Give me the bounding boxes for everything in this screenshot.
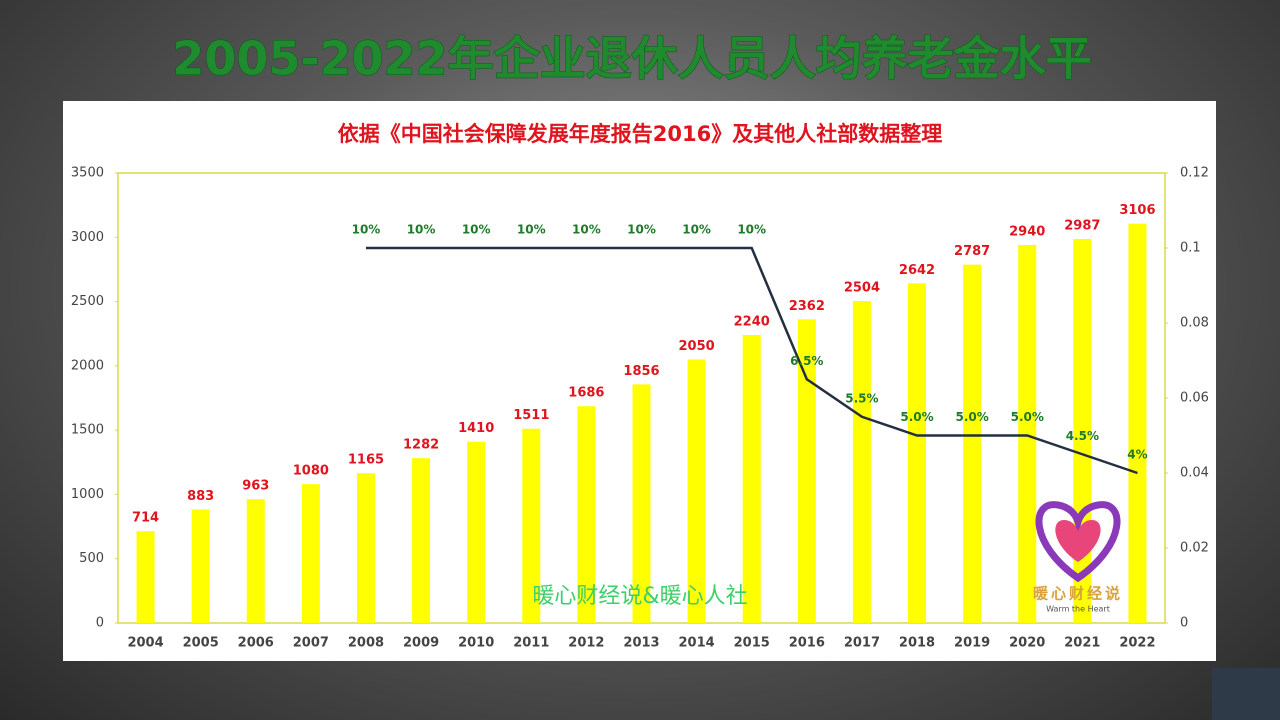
line-value-label: 10% [517, 223, 546, 237]
logo: 暖心财经说 Warm the Heart [1033, 501, 1123, 614]
line-value-label: 10% [352, 223, 381, 237]
bar [687, 359, 706, 623]
x-tick-label: 2006 [238, 636, 274, 651]
line-value-label: 10% [737, 223, 766, 237]
bar-value-label: 883 [187, 489, 214, 504]
bar [191, 509, 210, 623]
x-tick-label: 2004 [127, 636, 163, 651]
line [365, 246, 1138, 475]
chart-subtitle: 依据《中国社会保障发展年度报告2016》及其他人社部数据整理 [338, 122, 942, 146]
bar-value-label: 1410 [458, 421, 494, 436]
bar [742, 335, 761, 623]
x-tick-label: 2020 [1009, 636, 1045, 651]
bar [908, 283, 927, 623]
bar [246, 499, 265, 623]
y2-tick-label: 0.02 [1180, 541, 1209, 556]
bar-value-label: 714 [132, 511, 159, 526]
bar-value-label: 2050 [679, 339, 715, 354]
line-value-label: 10% [407, 223, 436, 237]
x-tick-label: 2016 [789, 636, 825, 651]
bar-value-label: 1282 [403, 438, 439, 453]
x-tick-label: 2011 [513, 636, 549, 651]
y-tick-label: 500 [79, 551, 104, 566]
bar-value-label: 1856 [623, 364, 659, 379]
y-tick-label: 1000 [71, 487, 104, 502]
y-tick-label: 3500 [71, 166, 104, 181]
bar [632, 384, 651, 623]
bar [301, 484, 320, 623]
x-tick-label: 2010 [458, 636, 494, 651]
x-tick-label: 2005 [183, 636, 219, 651]
bar-value-label: 1511 [513, 408, 549, 423]
y2-tick-label: 0.1 [1180, 241, 1201, 256]
bar-value-label: 1080 [293, 464, 329, 479]
line-value-label: 10% [682, 223, 711, 237]
logo-heart [1055, 520, 1101, 562]
watermark: 暖心财经说&暖心人社 [532, 584, 747, 609]
x-tick-label: 2013 [623, 636, 659, 651]
bar-value-label: 963 [242, 479, 269, 494]
y2-tick-label: 0 [1180, 616, 1188, 631]
bar-value-label: 2362 [789, 299, 825, 314]
line-value-label: 4% [1127, 448, 1147, 462]
line-value-label: 5.0% [955, 410, 988, 424]
x-tick-label: 2008 [348, 636, 384, 651]
bar [136, 531, 155, 623]
bar-value-label: 2240 [734, 315, 770, 330]
bar-value-label: 2787 [954, 244, 990, 259]
y2-tick-label: 0.04 [1180, 466, 1209, 481]
line-value-label: 4.5% [1066, 429, 1099, 443]
y-tick-label: 3000 [71, 230, 104, 245]
bar-value-label: 1165 [348, 453, 384, 468]
line-value-label: 6.5% [790, 354, 823, 368]
bar-value-label: 2504 [844, 281, 880, 296]
bar [412, 458, 431, 623]
bar-value-label: 2940 [1009, 225, 1045, 240]
bar [1128, 223, 1147, 623]
y2-tick-label: 0.08 [1180, 316, 1209, 331]
bar [852, 301, 871, 623]
bar [356, 473, 375, 623]
line-value-label: 5.5% [845, 391, 878, 405]
logo-subtext: Warm the Heart [1046, 605, 1110, 614]
x-tick-label: 2022 [1119, 636, 1155, 651]
bar [1018, 245, 1037, 623]
bar [797, 319, 816, 623]
page-title: 2005-2022年企业退休人员人均养老金水平 [172, 32, 1091, 86]
bar [963, 264, 982, 623]
x-tick-label: 2021 [1064, 636, 1100, 651]
bar-value-label: 3106 [1119, 203, 1155, 218]
line-value-label: 5.0% [900, 410, 933, 424]
y-tick-label: 0 [96, 616, 104, 631]
bar-value-label: 2642 [899, 263, 935, 278]
x-tick-label: 2012 [568, 636, 604, 651]
bar-value-label: 2987 [1064, 218, 1100, 233]
y2-tick-label: 0.12 [1180, 166, 1209, 181]
x-tick-label: 2014 [679, 636, 715, 651]
bar [577, 406, 596, 623]
x-tick-label: 2009 [403, 636, 439, 651]
y-tick-label: 2000 [71, 358, 104, 373]
y-tick-label: 1500 [71, 423, 104, 438]
corner-block [1212, 668, 1280, 720]
logo-heart-outline [1035, 501, 1121, 583]
bar-value-label: 1686 [568, 386, 604, 401]
x-tick-label: 2018 [899, 636, 935, 651]
y2-tick-label: 0.06 [1180, 391, 1209, 406]
y-tick-label: 2500 [71, 294, 104, 309]
x-tick-label: 2007 [293, 636, 329, 651]
line-value-label: 5.0% [1011, 410, 1044, 424]
x-tick-label: 2019 [954, 636, 990, 651]
bar [522, 428, 541, 623]
x-tick-label: 2015 [734, 636, 770, 651]
bar [467, 441, 486, 623]
line-value-label: 10% [627, 223, 656, 237]
logo-text: 暖心财经说 [1033, 585, 1123, 603]
line-value-label: 10% [462, 223, 491, 237]
line-value-label: 10% [572, 223, 601, 237]
x-tick-label: 2017 [844, 636, 880, 651]
